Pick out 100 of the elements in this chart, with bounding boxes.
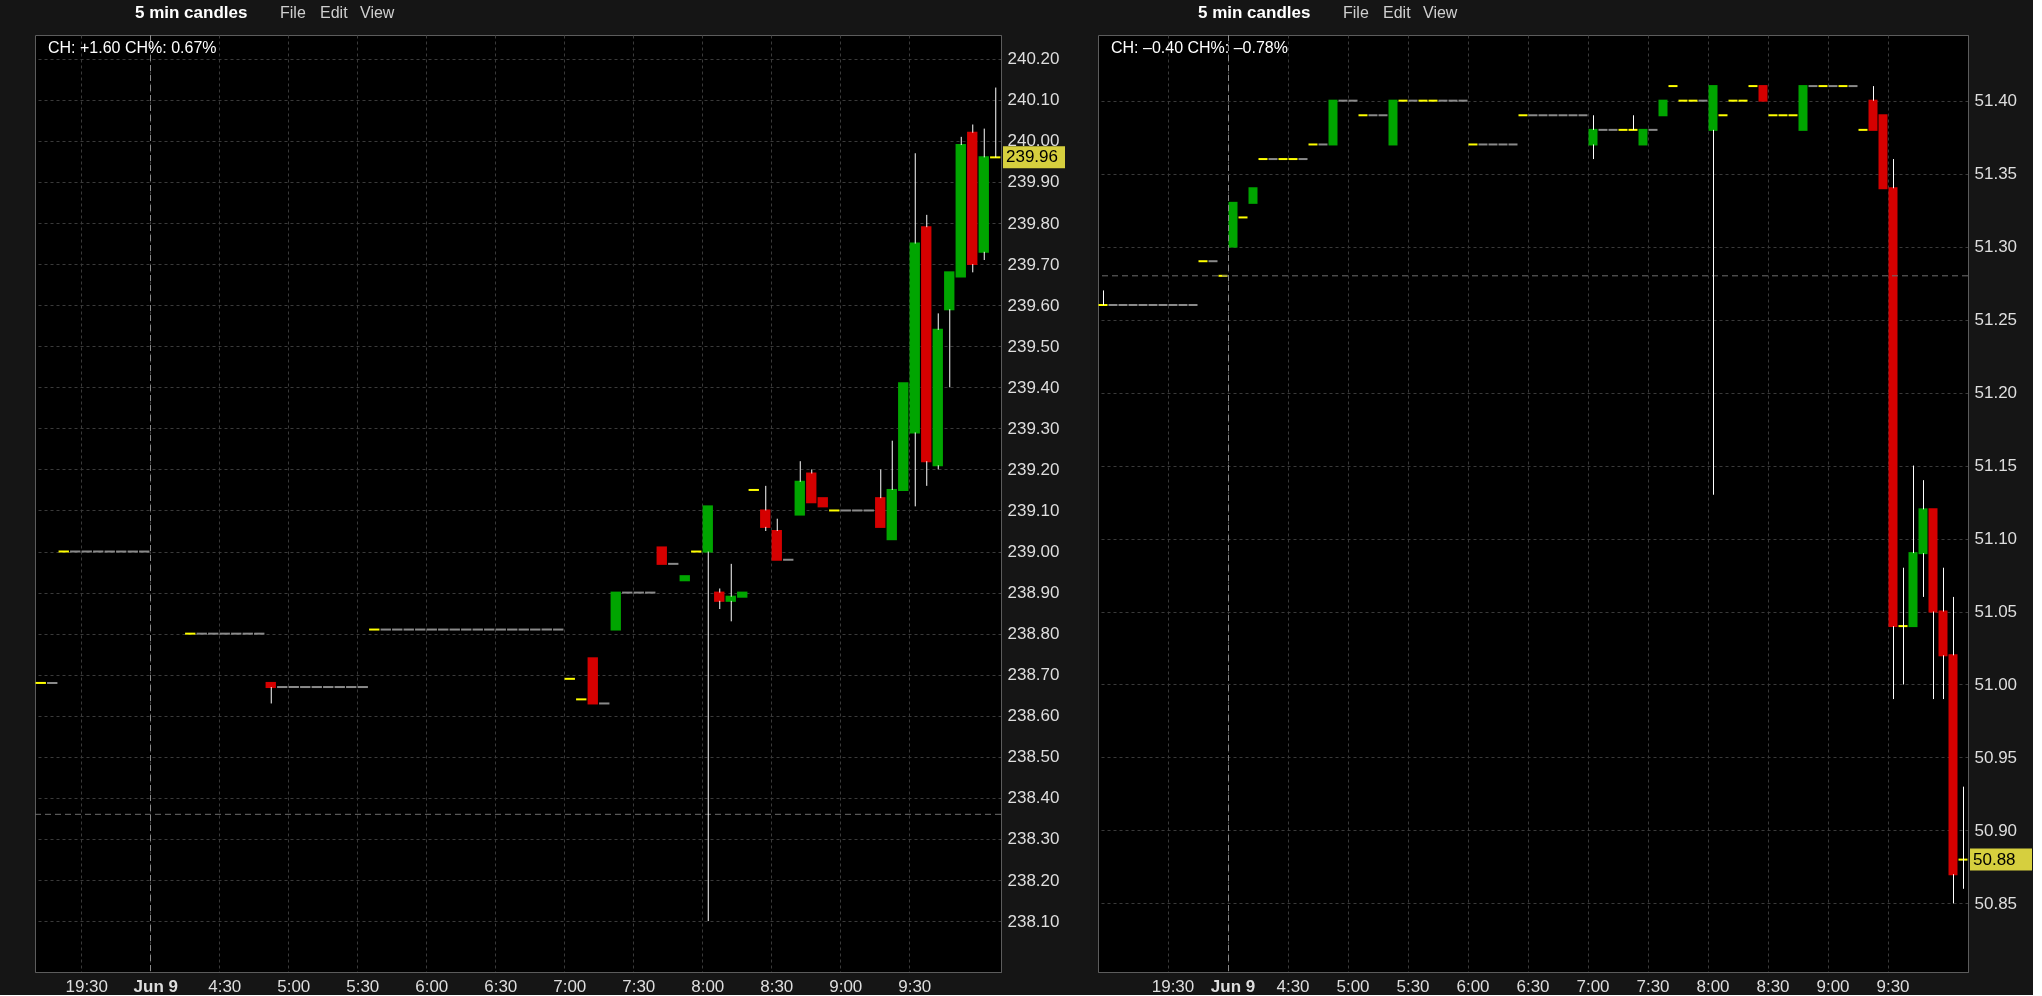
candlestick <box>265 681 276 704</box>
y-tick-label: 238.40 <box>1007 788 1060 808</box>
y-tick-label: 239.70 <box>1007 254 1060 274</box>
candlestick <box>47 681 58 684</box>
x-tick-label: 6:00 <box>1456 976 1490 996</box>
candlestick <box>921 214 932 487</box>
y-tick-label: 50.85 <box>1974 893 2018 913</box>
x-tick-label: 7:30 <box>622 976 656 996</box>
y-tick-label: 238.10 <box>1007 911 1060 931</box>
candlestick <box>1848 85 1858 88</box>
candlestick <box>1718 114 1728 117</box>
y-tick-label: 239.80 <box>1007 213 1060 233</box>
candlestick <box>863 509 874 512</box>
candlestick <box>794 460 805 516</box>
candlestick <box>714 588 725 610</box>
candlestick <box>668 562 679 565</box>
y-tick-label: 50.90 <box>1974 820 2018 840</box>
candlestick <box>806 468 817 504</box>
candlestick <box>1238 216 1248 219</box>
candlestick <box>1748 85 1758 88</box>
annotation: CH: +1.60 CH%: 0.67% <box>48 39 217 56</box>
candlestick <box>1798 85 1808 131</box>
candlestick <box>1668 85 1678 88</box>
candlestick <box>1818 85 1828 88</box>
y-tick-label: 51.35 <box>1974 164 2018 184</box>
y-tick-label: 238.20 <box>1007 870 1060 890</box>
y-tick-label: 51.25 <box>1974 310 2018 330</box>
x-tick-label: 7:00 <box>1576 976 1610 996</box>
y-tick-label: 51.10 <box>1974 529 2018 549</box>
candlestick <box>1258 158 1268 161</box>
text: File <box>1343 4 1369 21</box>
candlestick <box>1588 114 1598 160</box>
y-tick-label: 238.80 <box>1007 624 1060 644</box>
candlestick <box>932 312 943 470</box>
candlestick <box>702 505 713 922</box>
x-tick-label: 5:00 <box>277 976 311 996</box>
candlestick <box>829 509 840 512</box>
x-tick-label: 8:00 <box>691 976 725 996</box>
candlestick <box>875 468 886 528</box>
x-tick-label: 9:30 <box>898 976 932 996</box>
candlestick <box>70 550 81 553</box>
candlestick <box>599 702 610 705</box>
candlestick <box>1408 99 1418 102</box>
text: Edit <box>1383 4 1412 21</box>
candlestick <box>185 632 196 635</box>
y-tick-label: 50.95 <box>1974 747 2018 767</box>
x-tick-label: Jun 9 <box>1210 976 1256 996</box>
candlestick <box>1398 99 1408 102</box>
candlestick <box>1268 158 1278 161</box>
y-tick-label: 239.10 <box>1007 500 1060 520</box>
x-tick-label: 4:30 <box>208 976 242 996</box>
text: 50.88 <box>1973 849 2016 869</box>
candlestick <box>1098 289 1108 307</box>
x-tick-label: 5:30 <box>1396 976 1430 996</box>
candlestick <box>35 681 46 684</box>
candlestick <box>1358 114 1368 117</box>
y-tick-label: 238.30 <box>1007 829 1060 849</box>
x-tick-label: 5:30 <box>346 976 380 996</box>
candlestick <box>58 550 69 553</box>
chart-title: 5 min candles <box>135 3 248 22</box>
candlestick <box>1468 143 1478 146</box>
candlestick <box>679 575 690 582</box>
x-tick-label: 19:30 <box>65 976 109 996</box>
x-tick-label: 8:30 <box>1756 976 1790 996</box>
x-tick-label: 8:30 <box>760 976 794 996</box>
candlestick <box>967 124 978 273</box>
y-tick-label: 239.90 <box>1007 172 1060 192</box>
candlestick <box>357 686 368 689</box>
candlestick <box>1208 260 1218 263</box>
y-tick-label: 239.20 <box>1007 459 1060 479</box>
candlestick <box>783 558 794 561</box>
y-tick-label: 240.10 <box>1007 90 1060 110</box>
y-tick-label: 51.00 <box>1974 674 2018 694</box>
x-tick-label: Jun 9 <box>133 976 178 996</box>
candlestick <box>1388 99 1398 146</box>
x-tick-label: 7:30 <box>1636 976 1670 996</box>
candlestick <box>771 518 782 561</box>
candlestick <box>760 485 771 532</box>
x-tick-label: 6:30 <box>1516 976 1550 996</box>
candlestick <box>1648 128 1658 131</box>
candlestick <box>978 128 989 261</box>
candlestick <box>622 591 633 594</box>
candlestick <box>990 87 1001 159</box>
y-tick-label: 238.90 <box>1007 583 1060 603</box>
text: View <box>1423 4 1458 21</box>
y-tick-label: 239.30 <box>1007 418 1060 438</box>
x-tick-label: 9:00 <box>1816 976 1850 996</box>
candlestick <box>1658 99 1668 117</box>
x-tick-label: 5:00 <box>1336 976 1370 996</box>
y-tick-label: 238.50 <box>1007 747 1060 767</box>
y-tick-label: 238.60 <box>1007 706 1060 726</box>
candlestick <box>1248 187 1258 204</box>
text: View <box>360 4 395 21</box>
chart-title: 5 min candles <box>1198 3 1311 22</box>
candlestick <box>656 546 667 565</box>
text: Edit <box>320 4 349 21</box>
x-tick-label: 19:30 <box>1151 976 1195 996</box>
y-tick-label: 51.20 <box>1974 383 2018 403</box>
y-tick-label: 51.05 <box>1974 602 2018 621</box>
y-tick-label: 239.40 <box>1007 377 1060 397</box>
